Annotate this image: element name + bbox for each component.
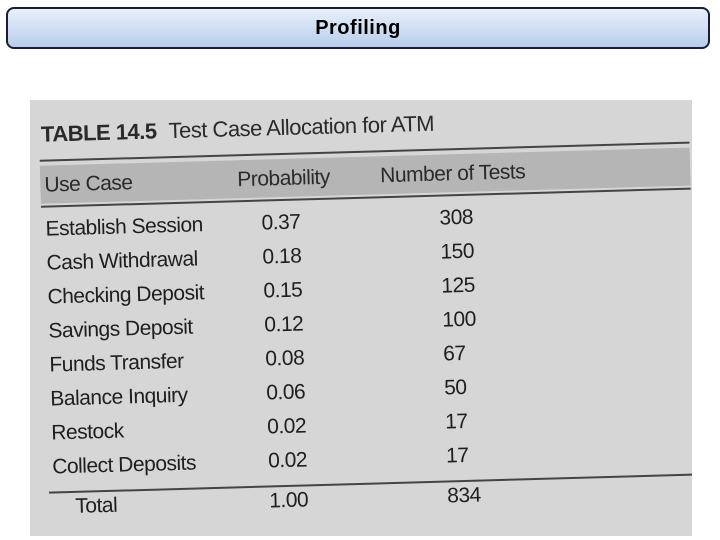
row-probability: 0.15 [263,278,303,303]
table-photo: TABLE 14.5 Test Case Allocation for ATM U… [30,100,692,536]
header-number-of-tests: Number of Tests [379,160,526,188]
row-probability: 0.06 [265,380,306,405]
row-probability: 0.18 [262,244,302,269]
total-tests: 834 [446,483,482,508]
row-number-of-tests: 125 [441,273,476,298]
row-number-of-tests: 100 [441,307,477,332]
row-use-case: Cash Withdrawal [46,247,199,275]
row-number-of-tests: 50 [443,375,467,400]
row-number-of-tests: 150 [440,239,475,264]
table-caption: TABLE 14.5 Test Case Allocation for ATM [41,111,435,148]
row-use-case: Collect Deposits [51,451,197,479]
table-document: TABLE 14.5 Test Case Allocation for ATM U… [30,100,692,536]
row-number-of-tests: 17 [444,409,468,434]
row-probability: 0.12 [264,312,304,337]
table-caption-text: Test Case Allocation for ATM [168,110,435,144]
row-use-case: Funds Transfer [49,349,184,377]
table-caption-label: TABLE 14.5 [40,118,157,147]
header-probability: Probability [236,165,331,192]
row-use-case: Restock [50,419,124,445]
total-label: Total [75,493,118,518]
row-use-case: Establish Session [45,213,204,241]
row-probability: 0.37 [261,210,301,235]
row-probability: 0.08 [265,346,305,371]
slide-title-bar: Profiling [6,7,710,49]
row-number-of-tests: 67 [442,341,466,366]
row-number-of-tests: 17 [445,443,469,468]
header-use-case: Use Case [44,171,133,197]
slide-title: Profiling [315,16,401,39]
row-use-case: Checking Deposit [47,281,205,309]
total-probability: 1.00 [268,488,309,513]
row-probability: 0.02 [267,448,308,473]
row-use-case: Savings Deposit [48,315,193,343]
row-use-case: Balance Inquiry [50,383,188,411]
row-number-of-tests: 308 [439,205,474,230]
row-probability: 0.02 [266,414,307,439]
